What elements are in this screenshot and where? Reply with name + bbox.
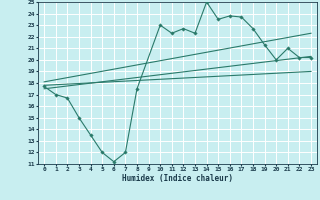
X-axis label: Humidex (Indice chaleur): Humidex (Indice chaleur) bbox=[122, 174, 233, 183]
